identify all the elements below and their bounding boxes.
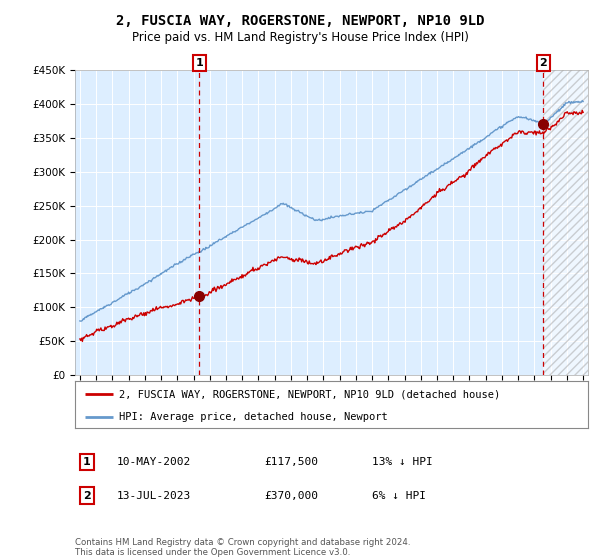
Text: 10-MAY-2002: 10-MAY-2002 bbox=[117, 457, 191, 467]
Text: 2: 2 bbox=[83, 491, 91, 501]
Text: 2: 2 bbox=[539, 58, 547, 68]
Text: 1: 1 bbox=[196, 58, 203, 68]
Text: £370,000: £370,000 bbox=[264, 491, 318, 501]
Text: 13-JUL-2023: 13-JUL-2023 bbox=[117, 491, 191, 501]
Text: HPI: Average price, detached house, Newport: HPI: Average price, detached house, Newp… bbox=[119, 412, 388, 422]
Text: £117,500: £117,500 bbox=[264, 457, 318, 467]
Text: Contains HM Land Registry data © Crown copyright and database right 2024.
This d: Contains HM Land Registry data © Crown c… bbox=[75, 538, 410, 557]
Text: 2, FUSCIA WAY, ROGERSTONE, NEWPORT, NP10 9LD (detached house): 2, FUSCIA WAY, ROGERSTONE, NEWPORT, NP10… bbox=[119, 389, 500, 399]
Text: 13% ↓ HPI: 13% ↓ HPI bbox=[372, 457, 433, 467]
Text: Price paid vs. HM Land Registry's House Price Index (HPI): Price paid vs. HM Land Registry's House … bbox=[131, 31, 469, 44]
Bar bbox=[543, 36, 593, 375]
Text: 6% ↓ HPI: 6% ↓ HPI bbox=[372, 491, 426, 501]
Text: 1: 1 bbox=[83, 457, 91, 467]
Text: 2, FUSCIA WAY, ROGERSTONE, NEWPORT, NP10 9LD: 2, FUSCIA WAY, ROGERSTONE, NEWPORT, NP10… bbox=[116, 14, 484, 28]
